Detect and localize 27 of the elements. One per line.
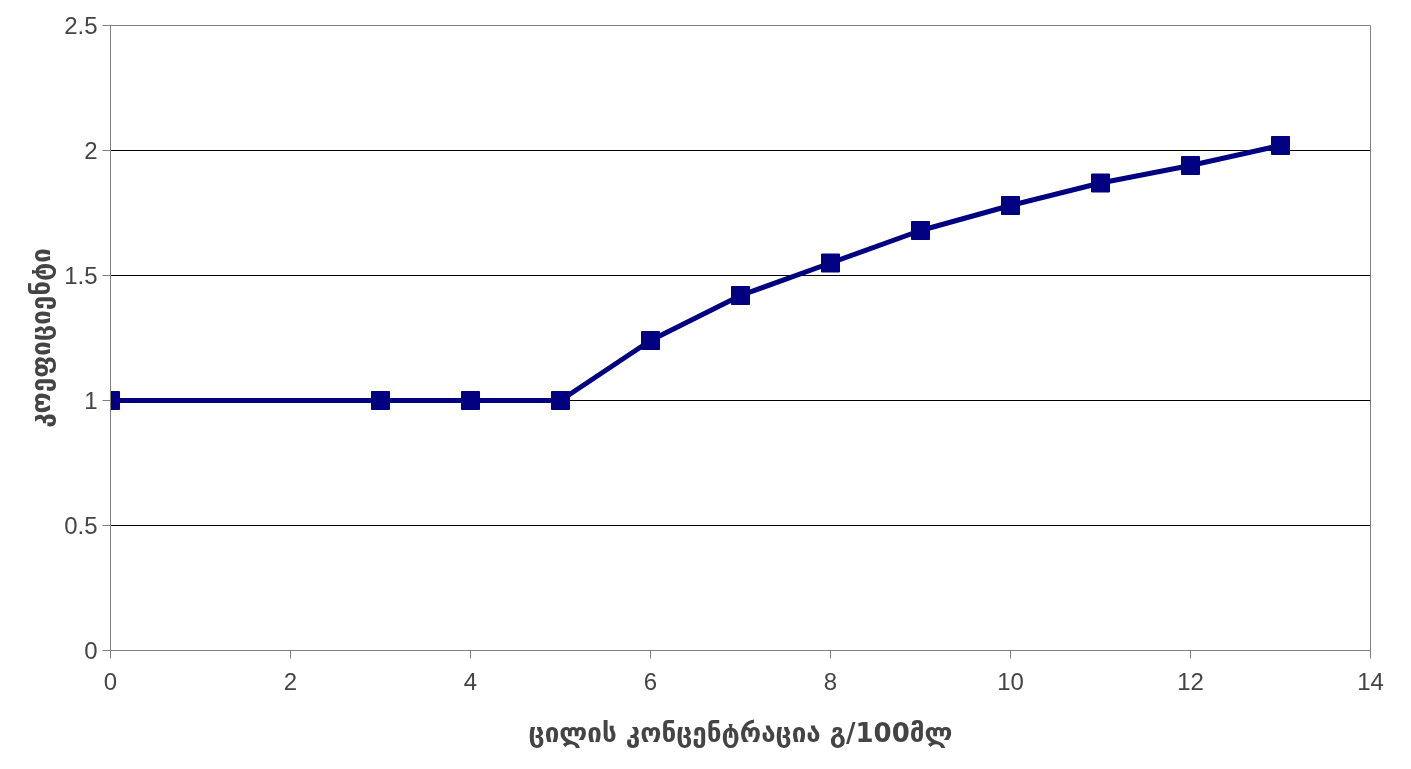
point — [731, 286, 750, 305]
x-tick-label: 14 — [1357, 667, 1384, 695]
point — [821, 253, 840, 273]
y-tick-label: 2 — [84, 137, 98, 164]
point — [371, 391, 390, 410]
y-tick-label: 1 — [84, 387, 98, 414]
point — [551, 391, 570, 410]
point — [1091, 173, 1110, 193]
y-tick-label: 1.5 — [64, 262, 98, 289]
x-tick-label: 10 — [997, 667, 1024, 695]
x-tick-label: 12 — [1177, 667, 1204, 695]
y-axis-title: კოეფიციენტი — [26, 248, 57, 428]
x-tick-label: 6 — [643, 667, 658, 695]
x-tick-label: 8 — [823, 667, 838, 695]
point — [1181, 156, 1200, 175]
point — [641, 331, 660, 350]
x-tick-label: 2 — [283, 667, 298, 695]
x-axis-title: ცილის კონცენტრაცია გ/100მლ — [528, 717, 953, 748]
x-tick-label: 0 — [103, 667, 118, 695]
x-tick-label: 4 — [463, 667, 478, 695]
y-tick-label: 0.5 — [64, 512, 98, 539]
point — [911, 221, 930, 240]
point — [461, 391, 480, 410]
y-tick-label: 0 — [84, 637, 98, 664]
point — [1271, 136, 1290, 155]
point — [1001, 196, 1020, 215]
y-tick-label: 2.5 — [64, 12, 98, 39]
